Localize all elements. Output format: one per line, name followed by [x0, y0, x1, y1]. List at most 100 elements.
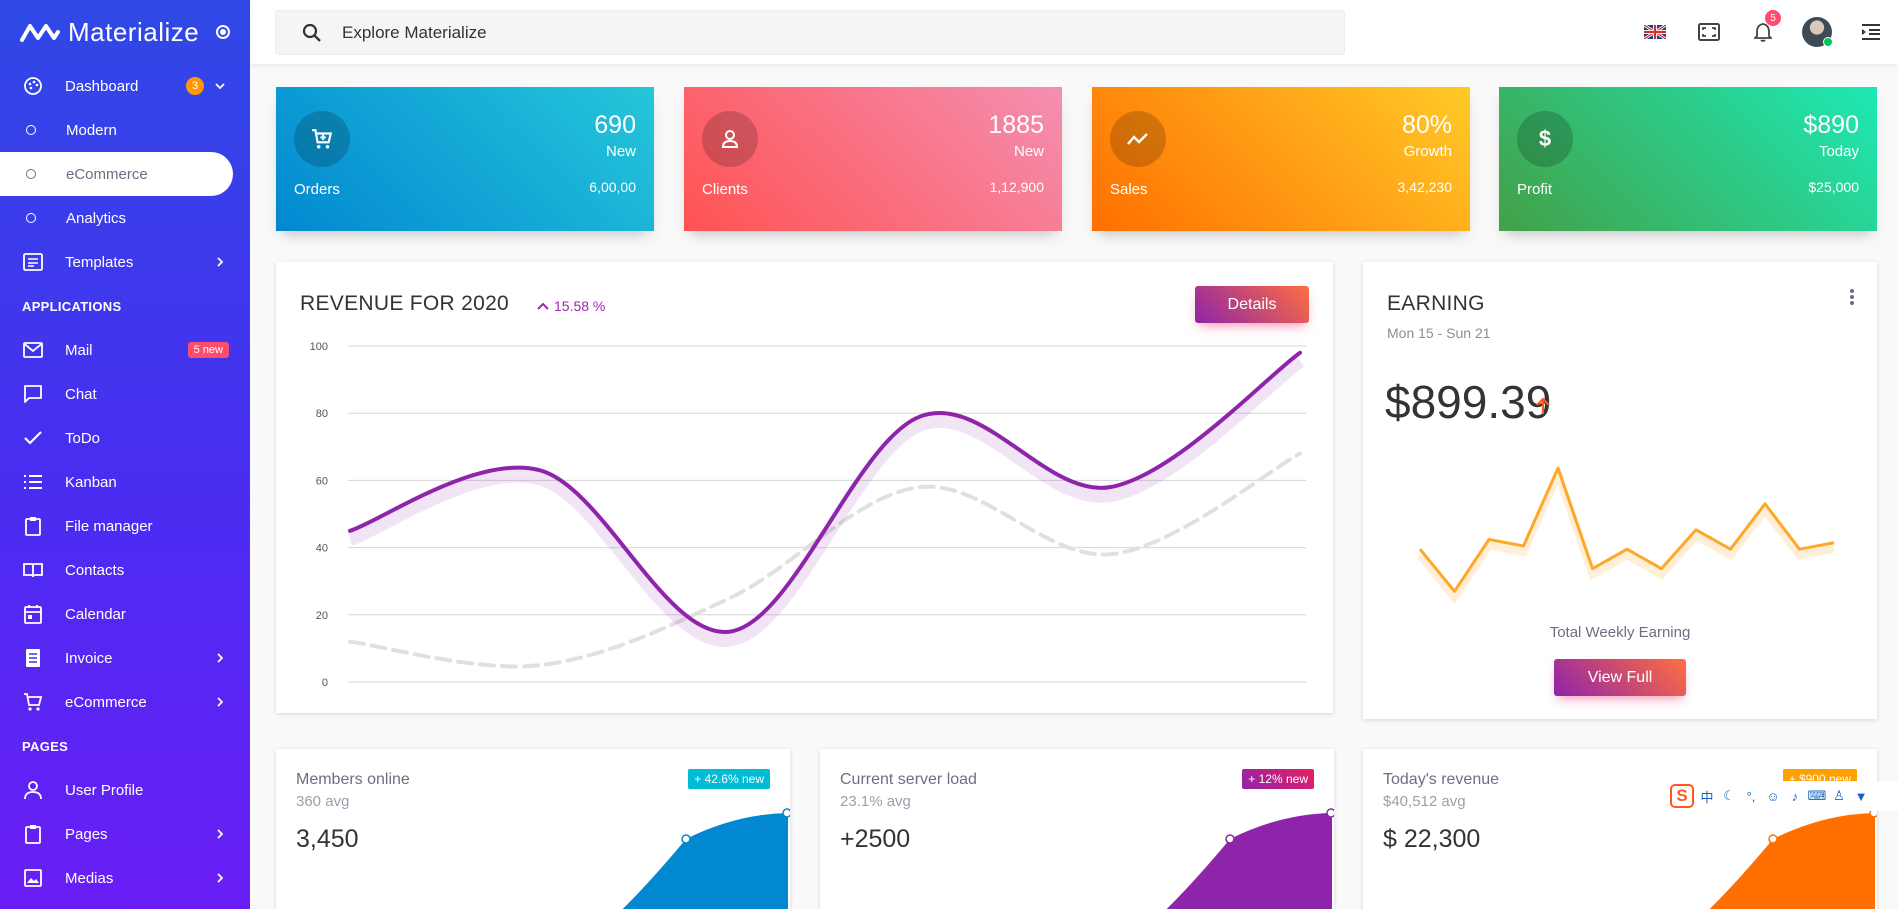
- trend-icon: [1110, 111, 1166, 167]
- profile-menu[interactable]: [1790, 0, 1844, 64]
- mini-card-subtitle: $40,512 avg: [1383, 793, 1466, 810]
- clipboard-icon: [22, 515, 44, 537]
- stat-value: 80%: [1401, 111, 1452, 139]
- series-line-secondary: [348, 451, 1302, 669]
- sidebar-collapse-toggle[interactable]: [216, 25, 230, 39]
- mini-card-title: Members online: [296, 771, 410, 788]
- ime-toolbar[interactable]: S 中 ☾ °, ☺ ♪ ⌨ ♙ ▼: [1668, 781, 1898, 811]
- fullscreen-icon[interactable]: [1682, 0, 1736, 64]
- stat-name: Orders: [294, 181, 340, 198]
- right-sidebar-toggle-icon[interactable]: [1844, 0, 1898, 64]
- view-full-button[interactable]: View Full: [1554, 659, 1686, 696]
- dollar-icon: $: [1517, 111, 1573, 167]
- sidebar-item-calendar[interactable]: Calendar: [0, 592, 250, 636]
- sidebar-item-todo[interactable]: ToDo: [0, 416, 250, 460]
- revenue-card: REVENUE FOR 2020 15.58 % Details 100 80 60…: [276, 262, 1333, 713]
- mini-card-subtitle: 360 avg: [296, 793, 350, 810]
- image-icon: [22, 867, 44, 889]
- search-bar[interactable]: [275, 10, 1345, 55]
- sidebar-item-pages[interactable]: Pages: [0, 812, 250, 856]
- sidebar-item-modern[interactable]: Modern: [0, 108, 250, 152]
- chevron-right-icon: [217, 653, 224, 663]
- list-icon: [22, 471, 44, 493]
- calendar-icon: [22, 603, 44, 625]
- ime-shirt-icon[interactable]: ▼: [1854, 788, 1868, 804]
- sidebar-item-ecommerce-dashboard[interactable]: eCommerce: [0, 152, 233, 196]
- ime-chinese-mode-icon[interactable]: 中: [1700, 789, 1714, 805]
- ime-moon-icon[interactable]: ☾: [1723, 788, 1735, 803]
- more-vert-icon[interactable]: [1849, 288, 1855, 306]
- revenue-change-value: 15.58 %: [554, 298, 606, 314]
- ime-punctuation-icon[interactable]: °,: [1746, 788, 1756, 804]
- y-tick-label: 20: [316, 610, 328, 622]
- chevron-right-icon: [217, 257, 224, 267]
- cart-icon: [22, 691, 44, 713]
- sidebar-item-label: Pages: [65, 825, 108, 843]
- sidebar-item-dashboard[interactable]: Dashboard 3: [0, 64, 250, 108]
- sidebar-item-label: ToDo: [65, 429, 101, 447]
- stat-name: Profit: [1517, 181, 1553, 198]
- sidebar-item-label: Kanban: [65, 473, 117, 491]
- sidebar-item-contacts[interactable]: Contacts: [0, 548, 250, 592]
- mini-card-badge: + 42.6% new: [688, 769, 770, 789]
- sidebar-item-mail[interactable]: Mail 5 new: [0, 328, 250, 372]
- page-icon: [22, 823, 44, 845]
- check-icon: [22, 427, 44, 449]
- ime-emoji-icon[interactable]: ☺: [1766, 788, 1780, 804]
- top-navbar: 5: [250, 0, 1898, 64]
- search-input[interactable]: [342, 22, 1242, 43]
- stat-total: $25,000: [1808, 179, 1859, 195]
- stat-value: 1885: [988, 111, 1044, 139]
- sidebar-item-invoice[interactable]: Invoice: [0, 636, 250, 680]
- details-button[interactable]: Details: [1195, 286, 1309, 323]
- sidebar-item-file-manager[interactable]: File manager: [0, 504, 250, 548]
- earning-chart-label: Total Weekly Earning: [1549, 624, 1691, 641]
- stat-total: 1,12,900: [989, 179, 1045, 195]
- search-icon: [302, 23, 321, 42]
- stat-value: $890: [1803, 111, 1859, 139]
- mini-card-value: 3,450: [296, 825, 359, 853]
- sidebar-item-chat[interactable]: Chat: [0, 372, 250, 416]
- revenue-area-sparkline: [1709, 808, 1877, 909]
- stat-caption: Today: [1818, 143, 1859, 160]
- cart-icon: [294, 111, 350, 167]
- ime-microphone-icon[interactable]: ♪: [1791, 788, 1799, 804]
- language-flag-icon[interactable]: [1628, 0, 1682, 64]
- stat-card-orders: 690 New Orders 6,00,00: [276, 87, 654, 231]
- sidebar-item-label: Contacts: [65, 561, 125, 579]
- circle-icon: [26, 169, 36, 179]
- sidebar-item-medias[interactable]: Medias: [0, 856, 250, 900]
- sidebar-item-templates[interactable]: Templates: [0, 240, 250, 284]
- sidebar-item-kanban[interactable]: Kanban: [0, 460, 250, 504]
- bell-icon: [1754, 23, 1772, 42]
- stat-card-clients: 1885 New Clients 1,12,900: [684, 87, 1062, 231]
- ime-keyboard-icon[interactable]: ⌨: [1807, 788, 1827, 803]
- stat-caption: New: [605, 143, 636, 160]
- y-tick-label: 60: [316, 475, 328, 487]
- ime-user-icon[interactable]: ♙: [1833, 788, 1845, 803]
- ime-logo-icon[interactable]: S: [1670, 784, 1694, 808]
- sidebar-item-label: Mail: [65, 341, 93, 359]
- mini-card-title: Current server load: [840, 771, 977, 788]
- chevron-right-icon: [217, 697, 224, 707]
- mail-new-badge: 5 new: [187, 342, 229, 358]
- chevron-down-icon: [215, 83, 225, 90]
- sidebar-item-label: Calendar: [65, 605, 126, 623]
- y-tick-label: 40: [316, 543, 328, 555]
- brand[interactable]: Materialize: [0, 0, 250, 64]
- sidebar-item-label: Dashboard: [65, 77, 139, 95]
- sidebar-item-user-profile[interactable]: User Profile: [0, 768, 250, 812]
- invoice-icon: [22, 647, 44, 669]
- stat-name: Clients: [702, 181, 748, 198]
- dashboard-icon: [22, 75, 44, 97]
- arrow-up-icon: [1536, 397, 1550, 414]
- earning-title: EARNING: [1387, 292, 1485, 315]
- person-icon: [702, 111, 758, 167]
- dashboard-count-badge: 3: [186, 77, 204, 95]
- sidebar-item-label: Medias: [65, 869, 114, 887]
- sidebar-item-ecommerce[interactable]: eCommerce: [0, 680, 250, 724]
- series-shadow: [347, 355, 1305, 647]
- sidebar-item-label: eCommerce: [66, 165, 148, 183]
- notifications-button[interactable]: 5: [1736, 0, 1790, 64]
- sidebar-item-analytics[interactable]: Analytics: [0, 196, 250, 240]
